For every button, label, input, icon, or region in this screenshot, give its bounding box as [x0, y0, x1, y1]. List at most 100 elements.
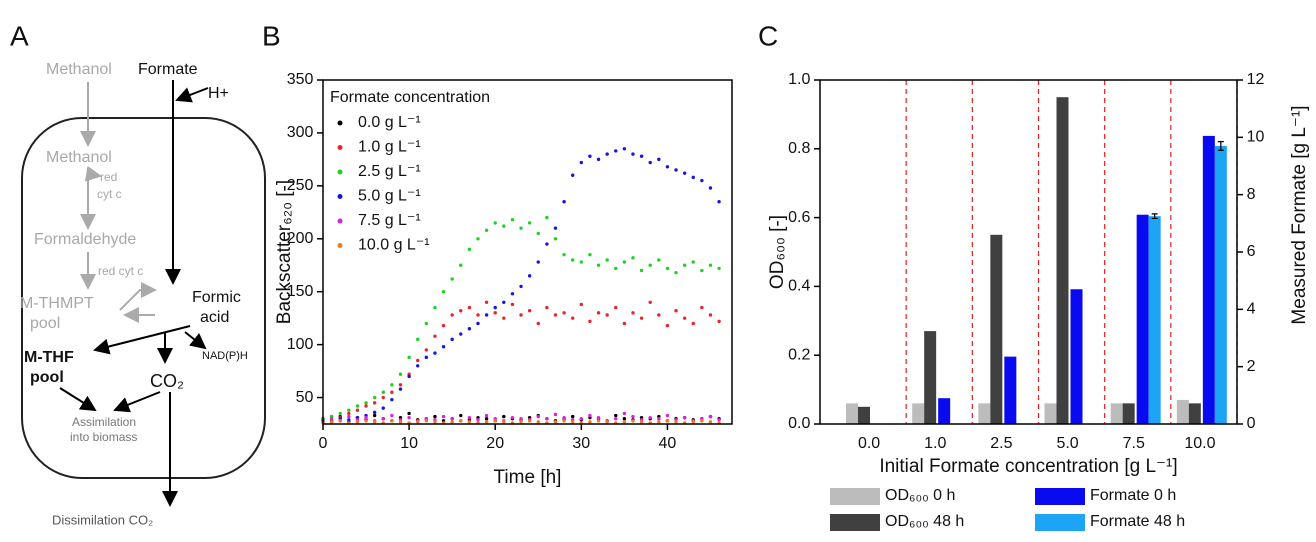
diagram: Methanol Formate H+ Methanol red cyt c F… — [20, 61, 266, 527]
bar — [846, 403, 858, 424]
data-point — [416, 364, 420, 368]
bar — [1202, 135, 1215, 424]
legend-label: OD₆₀₀ 48 h — [885, 513, 964, 530]
data-point — [390, 397, 394, 402]
data-point — [545, 305, 549, 310]
data-point — [639, 154, 644, 158]
y-tick-label: 0.4 — [788, 278, 810, 295]
bar — [858, 406, 870, 424]
bar — [1070, 289, 1083, 424]
y-tick-label: 350 — [287, 71, 314, 88]
data-point — [562, 200, 566, 204]
y-tick-label: 2 — [1247, 358, 1256, 375]
data-point — [553, 237, 558, 241]
data-point — [467, 420, 472, 424]
data-point — [717, 200, 721, 204]
legend-label: 1.0 g L⁻¹ — [358, 139, 421, 156]
data-point — [536, 321, 540, 326]
data-point — [631, 256, 635, 260]
data-point — [467, 305, 472, 310]
data-point — [484, 300, 489, 304]
data-point — [390, 390, 394, 394]
data-point — [372, 401, 377, 405]
legend-marker — [337, 120, 343, 126]
data-point — [519, 284, 523, 289]
bar — [1176, 399, 1189, 424]
node-label: cyt c — [97, 187, 122, 201]
cell — [21, 117, 266, 479]
data-point — [364, 404, 368, 408]
data-point — [459, 332, 463, 336]
legend-title: Formate concentration — [330, 89, 490, 106]
panel-label: C — [758, 20, 778, 51]
x-tick-label: 1.0 — [924, 435, 946, 452]
data-point — [527, 274, 532, 278]
data-point — [605, 152, 609, 156]
panel-label: B — [262, 20, 281, 51]
y-tick-label: 100 — [287, 336, 314, 353]
legend-marker — [337, 218, 343, 224]
data-point — [648, 160, 652, 165]
bar — [1122, 403, 1135, 424]
data-point — [484, 417, 489, 421]
node-label: Methanol — [46, 149, 112, 166]
data-point — [674, 309, 678, 313]
data-point — [364, 401, 368, 405]
data-point — [631, 419, 635, 423]
data-point — [579, 160, 584, 165]
data-point — [553, 412, 558, 417]
node-label: Methanol — [46, 61, 112, 78]
data-point — [484, 413, 489, 418]
data-point — [372, 420, 377, 424]
data-point — [433, 420, 437, 424]
y-tick-label: 1.0 — [788, 71, 810, 88]
data-point — [390, 383, 394, 387]
data-point — [424, 419, 429, 423]
data-point — [639, 316, 644, 320]
x-tick-label: 10.0 — [1184, 435, 1215, 452]
data-point — [364, 419, 368, 423]
data-point — [493, 311, 497, 315]
data-point — [519, 417, 523, 421]
data-point — [510, 302, 515, 307]
data-point — [398, 387, 403, 391]
data-point — [657, 417, 661, 421]
y-tick-label: 0 — [1247, 415, 1256, 432]
data-point — [657, 420, 661, 424]
data-point — [372, 410, 377, 415]
data-point — [708, 414, 713, 419]
bar — [912, 403, 925, 424]
x-tick-label: 10 — [400, 435, 418, 452]
data-point — [622, 147, 627, 151]
data-point — [596, 419, 601, 423]
data-point — [381, 390, 385, 394]
y-tick-label: 6 — [1247, 243, 1256, 260]
plot-frame — [322, 79, 733, 425]
x-tick-label: 5.0 — [1056, 435, 1078, 452]
y-axis-label: OD₆₀₀ [-] — [767, 215, 788, 289]
data-point — [657, 157, 661, 162]
data-point — [510, 218, 515, 222]
data-point — [545, 242, 549, 246]
data-point — [562, 311, 566, 315]
data-point — [467, 327, 472, 331]
legend-label: 2.5 g L⁻¹ — [358, 163, 421, 180]
y-axis-label: Backscatter₆₂₀ [-] — [274, 180, 295, 324]
data-point — [571, 316, 575, 320]
data-point — [450, 277, 454, 281]
data-point — [614, 149, 618, 153]
data-point — [502, 224, 506, 228]
data-point — [459, 413, 463, 418]
data-point — [605, 420, 609, 424]
bar — [1188, 403, 1201, 424]
error-bar — [1217, 141, 1224, 151]
data-point — [596, 311, 601, 315]
data-point — [622, 417, 627, 421]
legend-label: 7.5 g L⁻¹ — [358, 212, 421, 229]
data-point — [588, 319, 592, 324]
data-point — [450, 420, 454, 424]
data-point — [381, 395, 385, 400]
data-point — [459, 263, 463, 267]
error-bar — [1151, 213, 1158, 220]
data-point — [682, 171, 687, 175]
